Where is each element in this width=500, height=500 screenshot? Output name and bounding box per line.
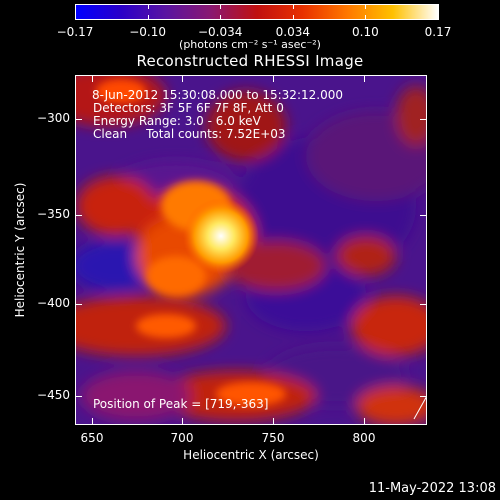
colorbar-tick — [220, 4, 222, 9]
colorbar — [75, 4, 439, 20]
colorbar-tick — [147, 4, 149, 9]
x-tick-label: 700 — [170, 431, 194, 445]
time-range-text: 8-Jun-2012 15:30:08.000 to 15:32:12.000 — [92, 88, 343, 102]
clean-counts-text: Clean Total counts: 7.52E+03 — [93, 127, 286, 141]
x-tick — [364, 75, 365, 82]
colorbar-tick — [292, 4, 294, 9]
x-tick — [92, 418, 93, 425]
colorbar-tick — [75, 4, 76, 9]
colorbar-tick-label: −0.17 — [56, 25, 94, 39]
x-tick — [273, 75, 274, 82]
rhessi-heatmap — [76, 76, 426, 424]
plot-title: Reconstructed RHESSI Image — [136, 52, 364, 70]
colorbar-tick — [365, 4, 367, 9]
colorbar-tick — [365, 15, 367, 20]
energy-range-text: Energy Range: 3.0 - 6.0 keV — [93, 114, 261, 128]
colorbar-tick-label: 0.034 — [275, 25, 310, 39]
y-tick — [420, 215, 427, 216]
colorbar-units: (photons cm⁻² s⁻¹ asec⁻²) — [179, 38, 321, 51]
colorbar-tick-label: 0.17 — [424, 25, 452, 39]
colorbar-tick — [220, 15, 222, 20]
y-tick — [420, 119, 427, 120]
y-axis-label: Heliocentric Y (arcsec) — [13, 182, 27, 318]
y-tick — [75, 304, 82, 305]
y-tick-label: −450 — [37, 388, 70, 402]
colorbar-tick-label: −0.10 — [129, 25, 166, 39]
colorbar-tick-label: 0.10 — [352, 25, 379, 39]
x-tick — [182, 75, 183, 82]
x-tick-label: 800 — [352, 431, 376, 445]
y-tick-label: −350 — [37, 207, 70, 221]
x-tick-label: 650 — [80, 431, 104, 445]
colorbar-tick — [147, 15, 149, 20]
x-tick — [92, 75, 93, 82]
y-tick-label: −400 — [37, 296, 70, 310]
colorbar-tick — [75, 15, 76, 20]
x-axis-label: Heliocentric X (arcsec) — [183, 448, 319, 462]
timestamp: 11-May-2022 13:08 — [368, 481, 496, 496]
y-tick — [420, 396, 427, 397]
peak-position-text: Position of Peak = [719,-363] — [93, 397, 269, 411]
colorbar-tick — [292, 15, 294, 20]
y-tick — [75, 119, 82, 120]
rhessi-image — [75, 75, 427, 425]
colorbar-tick — [438, 4, 439, 9]
x-tick — [273, 418, 274, 425]
x-tick — [182, 418, 183, 425]
y-tick — [75, 215, 82, 216]
colorbar-tick — [438, 15, 439, 20]
x-tick — [364, 418, 365, 425]
detectors-text: Detectors: 3F 5F 6F 7F 8F, Att 0 — [93, 101, 284, 115]
colorbar-tick-label: −0.034 — [197, 25, 243, 39]
y-tick-label: −300 — [37, 111, 70, 125]
x-tick-label: 750 — [261, 431, 285, 445]
y-tick — [420, 304, 427, 305]
y-tick — [75, 396, 82, 397]
